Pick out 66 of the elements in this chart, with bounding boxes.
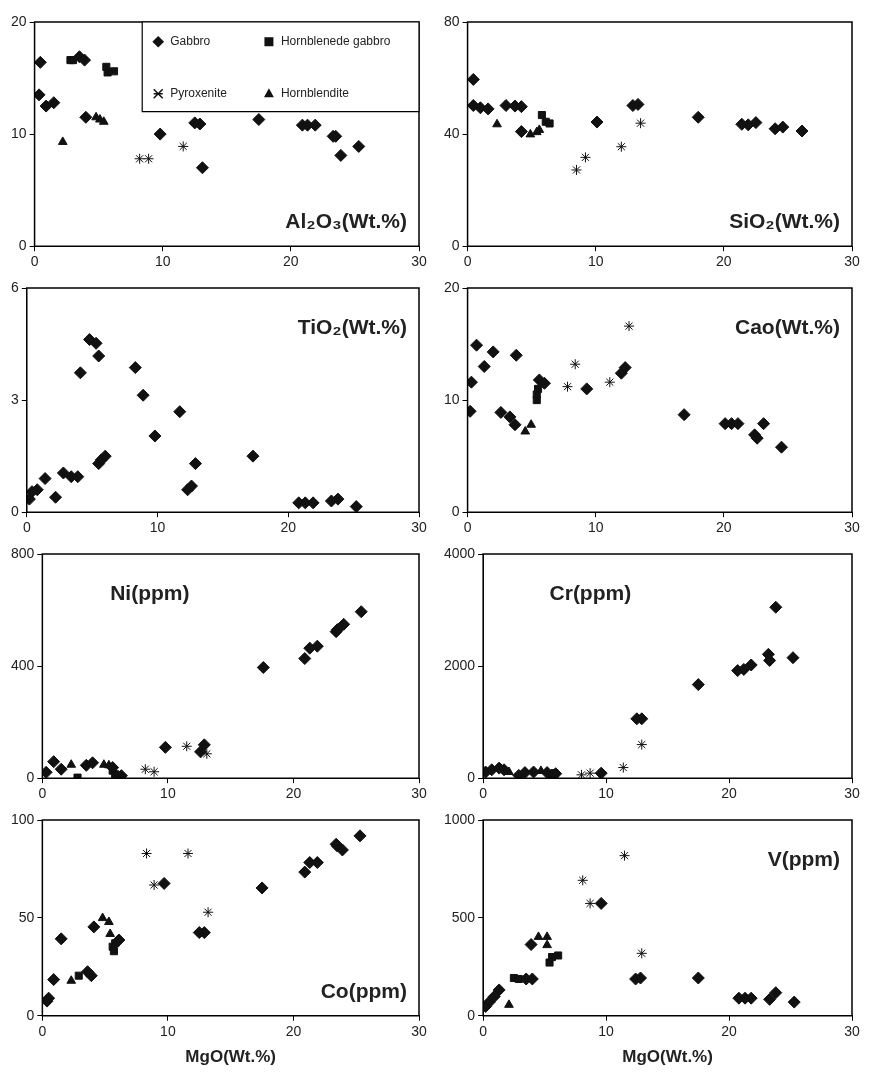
y-tick-label: 0 — [451, 503, 460, 520]
text: SiO₂(Wt.%) — [729, 209, 841, 232]
y-tick-label: 10 — [10, 124, 27, 141]
y-tick-label: 6 — [10, 278, 19, 295]
x-tick-label: 0 — [479, 785, 488, 802]
y-tick-label: 0 — [451, 237, 460, 254]
x-tick-label: 20 — [283, 253, 299, 270]
x-tick-label: 0 — [38, 1023, 47, 1040]
x-tick-label: 10 — [149, 519, 166, 536]
y-tick-label: 20 — [443, 278, 460, 295]
y-tick-label: 400 — [11, 656, 35, 673]
x-tick-label: 30 — [411, 785, 427, 802]
text: Ni(ppm) — [110, 580, 190, 604]
x-tick-label: 10 — [160, 1023, 176, 1040]
y-tick-label: 50 — [18, 908, 35, 925]
x-tick-label: 30 — [844, 519, 860, 536]
y-tick-label: 4000 — [443, 544, 476, 561]
x-tick-label: 0 — [38, 785, 47, 802]
text: Co(ppm) — [320, 978, 408, 1002]
text: V(ppm) — [767, 846, 841, 870]
y-tick-label: 0 — [467, 769, 476, 786]
x-tick-label: 20 — [721, 785, 738, 802]
x-tick-label: 30 — [844, 1023, 860, 1040]
text: Cr(ppm) — [549, 580, 632, 604]
x-tick-label: 10 — [160, 785, 176, 802]
x-tick-label: 0 — [479, 1023, 488, 1040]
y-tick-label: 80 — [443, 12, 460, 29]
x-tick-label: 20 — [280, 519, 297, 536]
y-tick-label: 10 — [443, 390, 460, 407]
legend-label: Gabbro — [170, 34, 211, 49]
y-tick-label: 0 — [26, 769, 35, 786]
x-tick-label: 30 — [411, 519, 427, 536]
x-tick-label: 10 — [587, 519, 604, 536]
y-tick-label: 100 — [11, 810, 35, 827]
x-tick-label: 10 — [154, 253, 171, 270]
x-tick-label: 30 — [411, 253, 427, 270]
y-tick-label: 0 — [467, 1006, 476, 1023]
text: TiO₂(Wt.%) — [297, 314, 408, 338]
x-tick-label: 10 — [598, 785, 615, 802]
x-tick-label: 20 — [721, 1023, 738, 1040]
legend-label: Pyroxenite — [170, 86, 228, 101]
legend-label: Hornblenede gabbro — [280, 34, 391, 49]
y-tick-label: 3 — [10, 390, 19, 407]
y-tick-label: 1000 — [443, 810, 476, 827]
y-tick-label: 0 — [10, 503, 19, 520]
text: Al₂O₃(Wt.%) — [285, 209, 407, 232]
x-tick-label: 30 — [844, 253, 860, 270]
text: Cao(Wt.%) — [735, 314, 840, 338]
legend-label: Hornblendite — [280, 86, 350, 101]
y-tick-label: 0 — [26, 1006, 35, 1023]
x-tick-label: 20 — [716, 519, 732, 536]
x-tick-label: 10 — [598, 1023, 615, 1040]
y-tick-label: 500 — [451, 908, 476, 925]
x-tick-label: 30 — [844, 785, 860, 802]
y-tick-label: 20 — [10, 12, 27, 29]
x-tick-label: 20 — [285, 785, 302, 802]
x-tick-label: 20 — [716, 253, 732, 270]
x-tick-label: 10 — [587, 253, 604, 270]
x-axis-title: MgO(Wt.%) — [622, 1047, 713, 1067]
y-tick-label: 0 — [18, 237, 27, 254]
y-tick-label: 40 — [443, 124, 460, 141]
x-tick-label: 30 — [411, 1023, 427, 1040]
x-axis-title: MgO(Wt.%) — [185, 1047, 276, 1067]
y-tick-label: 800 — [11, 544, 35, 561]
y-tick-label: 2000 — [443, 656, 476, 673]
x-tick-label: 20 — [285, 1023, 302, 1040]
